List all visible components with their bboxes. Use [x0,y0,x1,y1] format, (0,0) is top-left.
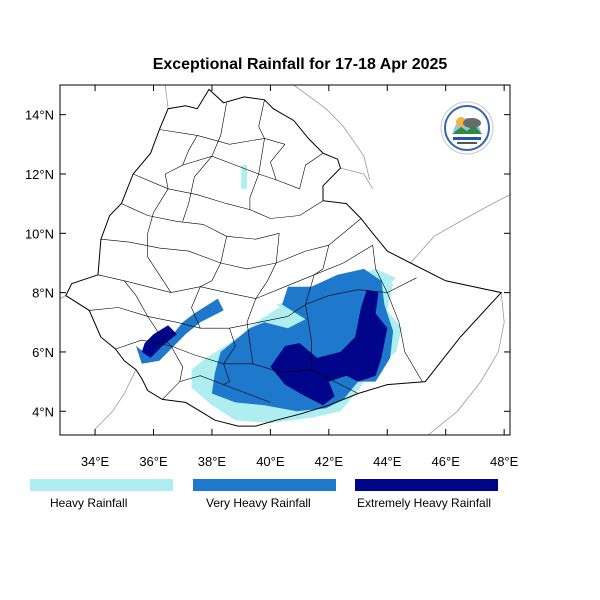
admin-boundary-4 [100,218,362,270]
legend-label-heavy: Heavy Rainfall [50,496,128,510]
rainfall-areas [136,165,402,424]
admin-boundary-2 [132,173,324,219]
admin-boundary-20 [270,144,286,180]
admin-boundaries [89,99,423,403]
legend-label-very-heavy: Very Heavy Rainfall [206,496,311,510]
lat-tick-label-4: 4°N [32,404,54,419]
ethiopia-border [65,88,503,427]
lat-tick-label-10: 10°N [25,226,54,241]
admin-boundary-8 [162,375,271,403]
neighbor-border-3 [410,194,510,264]
legend-swatch-extremely-heavy [355,479,498,491]
lon-tick-label-44: 44°E [373,454,402,469]
admin-boundary-19 [299,152,324,189]
admin-boundary-16 [287,277,417,317]
agency-logo [440,101,494,155]
lat-tick-label-12: 12°N [25,167,54,182]
lon-tick-label-46: 46°E [432,454,461,469]
rain-area-heavy3 [241,165,247,189]
neighbor-border-2 [340,167,374,190]
map-frame [59,84,511,436]
admin-boundary-21 [164,135,198,189]
rain-area-extreme [270,289,388,406]
rain-area-extreme-west [141,325,177,358]
lat-tick-label-8: 8°N [32,286,54,301]
neighbor-border-5 [60,295,66,299]
lon-tick-label-36: 36°E [139,454,168,469]
lon-tick-label-34: 34°E [81,454,110,469]
neighbor-border-6 [94,369,137,430]
admin-boundary-7 [115,339,359,394]
admin-boundary-5 [97,244,373,299]
legend-label-extremely-heavy: Extremely Heavy Rainfall [357,496,492,510]
admin-boundary-18 [223,328,236,385]
legend-swatch-heavy [30,479,173,491]
admin-boundary-3 [121,203,280,240]
admin-boundary-1 [182,155,300,190]
country-outline [65,88,503,427]
lat-tick-label-6: 6°N [32,345,54,360]
lon-tick-label-48: 48°E [490,454,519,469]
map-title: Exceptional Rainfall for 17-18 Apr 2025 [152,56,448,73]
lon-tick-label-40: 40°E [256,454,285,469]
admin-boundary-14 [305,245,330,370]
neighbor-border-0 [164,85,169,109]
neighbor-border-1 [293,85,371,180]
admin-boundary-0 [159,129,286,145]
admin-boundary-6 [89,307,288,329]
neighbor-borders [60,85,510,435]
admin-boundary-13 [246,233,280,364]
admin-boundary-17 [124,280,184,382]
admin-boundary-15 [372,245,423,382]
axis-ticks: 34°E 36°E 38°E 40°E 42°E 44°E 46°E 48°E 4°N 6°N 8°… [25,85,519,469]
admin-boundary-12 [191,236,227,329]
rain-area-very-west [136,298,224,364]
admin-boundary-11 [147,188,172,293]
neighbor-border-4 [427,292,505,435]
legend-swatch-very-heavy [193,479,336,491]
admin-boundary-9 [182,102,227,222]
lon-tick-label-42: 42°E [315,454,344,469]
lon-tick-label-38: 38°E [198,454,227,469]
admin-boundary-10 [249,99,265,210]
lat-tick-label-14: 14°N [25,108,54,123]
